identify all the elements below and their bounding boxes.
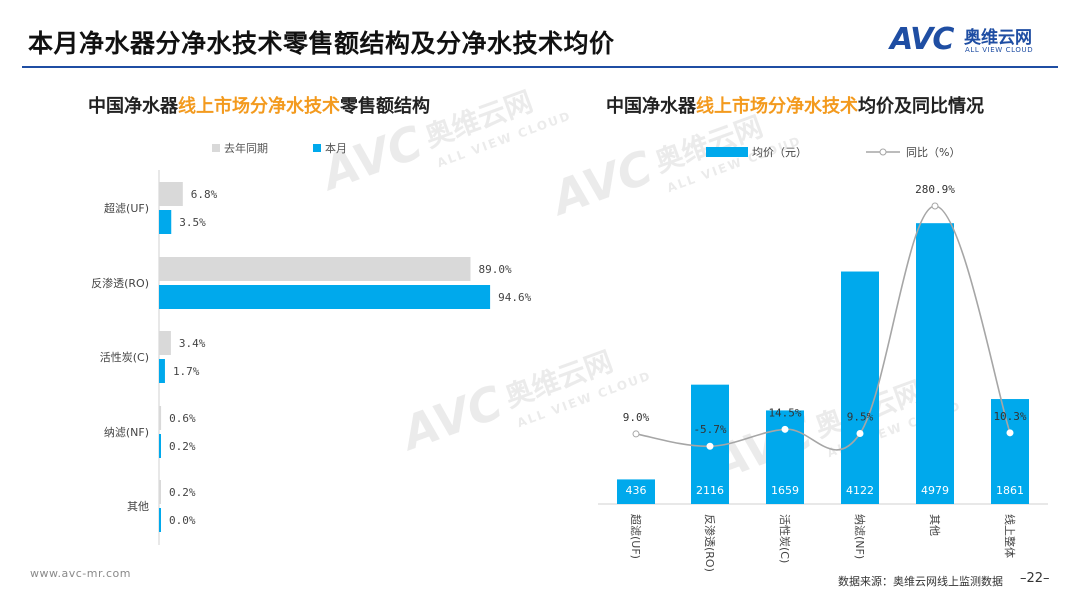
left-title-post: 零售额结构 — [340, 96, 430, 117]
left-data-label: 0.0% — [169, 514, 196, 527]
right-combo-chart: 均价（元） 同比（%） 436 2116 1659 4122 4979 1861 9.0% -5.… — [598, 146, 1048, 572]
right-bar-label: 2116 — [696, 484, 724, 497]
right-category-label: 其他 — [928, 514, 941, 536]
left-title-highlight: 线上市场分净水技术 — [178, 96, 340, 117]
left-legend-swatch-1 — [313, 144, 321, 152]
right-yoy-point — [632, 430, 640, 438]
left-data-label: 6.8% — [191, 188, 218, 201]
left-data-label: 0.2% — [169, 486, 196, 499]
right-category-label: 反渗透(RO) — [703, 514, 717, 572]
right-bar — [991, 399, 1029, 504]
right-yoy-label: 280.9% — [915, 183, 955, 196]
right-legend-line-label: 同比（%） — [906, 146, 960, 159]
logo-en: ALL VIEW CLOUD — [965, 46, 1034, 54]
right-bar-label: 1861 — [996, 484, 1024, 497]
right-legend-bar-label: 均价（元） — [752, 146, 807, 159]
left-category-label: 其他 — [127, 500, 149, 513]
left-bar-last-year — [159, 331, 171, 355]
left-data-label: 1.7% — [173, 365, 200, 378]
right-legend-line-marker — [879, 148, 887, 156]
right-bar — [916, 223, 954, 505]
right-category-label: 活性炭(C) — [778, 514, 792, 563]
title-rule — [22, 66, 1058, 68]
left-bar-this-month — [159, 359, 165, 383]
left-bar-this-month — [159, 285, 491, 309]
right-yoy-label: 10.3% — [993, 410, 1026, 423]
right-yoy-label: -5.7% — [693, 423, 726, 436]
left-bar-last-year — [159, 480, 161, 504]
logo-mark: AVC — [890, 22, 954, 57]
left-data-label: 89.0% — [479, 263, 512, 276]
right-yoy-label: 9.5% — [847, 411, 874, 424]
watermark-mark: AVC — [312, 115, 429, 202]
logo-cn: 奥维云网 — [964, 28, 1032, 48]
left-data-label: 0.2% — [169, 440, 196, 453]
right-yoy-point — [931, 202, 939, 210]
left-legend-label-1: 本月 — [325, 141, 347, 155]
right-title-pre: 中国净水器 — [606, 96, 696, 117]
data-source: 数据来源：奥维云网线上监测数据 — [838, 575, 1003, 588]
right-category-label: 纳滤(NF) — [853, 514, 866, 559]
right-chart-title: 中国净水器线上市场分净水技术均价及同比情况 — [606, 92, 984, 118]
left-data-label: 94.6% — [498, 291, 531, 304]
left-data-label: 0.6% — [169, 412, 196, 425]
right-yoy-point — [706, 442, 714, 450]
right-bar-label: 4979 — [921, 484, 949, 497]
right-bar-label: 4122 — [846, 484, 874, 497]
right-bar-label: 436 — [626, 484, 647, 497]
left-bar-this-month — [159, 508, 161, 532]
left-legend-label-0: 去年同期 — [224, 141, 268, 155]
right-bar — [841, 271, 879, 504]
watermark-mark: AVC — [542, 140, 659, 227]
left-bar-last-year — [159, 406, 162, 430]
right-yoy-label: 14.5% — [768, 406, 801, 419]
watermark-mark: AVC — [392, 375, 509, 462]
left-category-label: 超滤(UF) — [104, 201, 149, 215]
left-legend-swatch-0 — [212, 144, 220, 152]
left-chart-title: 中国净水器线上市场分净水技术零售额结构 — [88, 92, 430, 118]
right-bar-label: 1659 — [771, 484, 799, 497]
right-category-label: 线上整体 — [1003, 514, 1017, 558]
right-title-highlight: 线上市场分净水技术 — [696, 96, 858, 117]
right-legend-bar-swatch — [706, 147, 748, 157]
right-bar — [617, 479, 655, 504]
left-bar-this-month — [159, 210, 172, 234]
left-category-label: 活性炭(C) — [100, 350, 149, 364]
left-bar-this-month — [159, 434, 161, 458]
left-data-label: 3.4% — [179, 337, 206, 350]
right-title-post: 均价及同比情况 — [858, 96, 984, 117]
avc-logo: AVC 奥维云网 ALL VIEW CLOUD — [890, 22, 1060, 58]
right-yoy-point — [781, 425, 789, 433]
left-bar-last-year — [159, 182, 183, 206]
footer-url: www.avc-mr.com — [30, 567, 131, 580]
right-yoy-label: 9.0% — [623, 411, 650, 424]
right-yoy-point — [1006, 429, 1014, 437]
page-number: –22– — [1020, 571, 1050, 586]
right-yoy-point — [856, 430, 864, 438]
left-bar-last-year — [159, 257, 471, 281]
left-data-label: 3.5% — [179, 216, 206, 229]
left-category-label: 反渗透(RO) — [91, 276, 149, 290]
left-title-pre: 中国净水器 — [88, 96, 178, 117]
page-title: 本月净水器分净水技术零售额结构及分净水技术均价 — [28, 29, 615, 58]
left-category-label: 纳滤(NF) — [104, 426, 149, 439]
right-category-label: 超滤(UF) — [629, 514, 643, 559]
